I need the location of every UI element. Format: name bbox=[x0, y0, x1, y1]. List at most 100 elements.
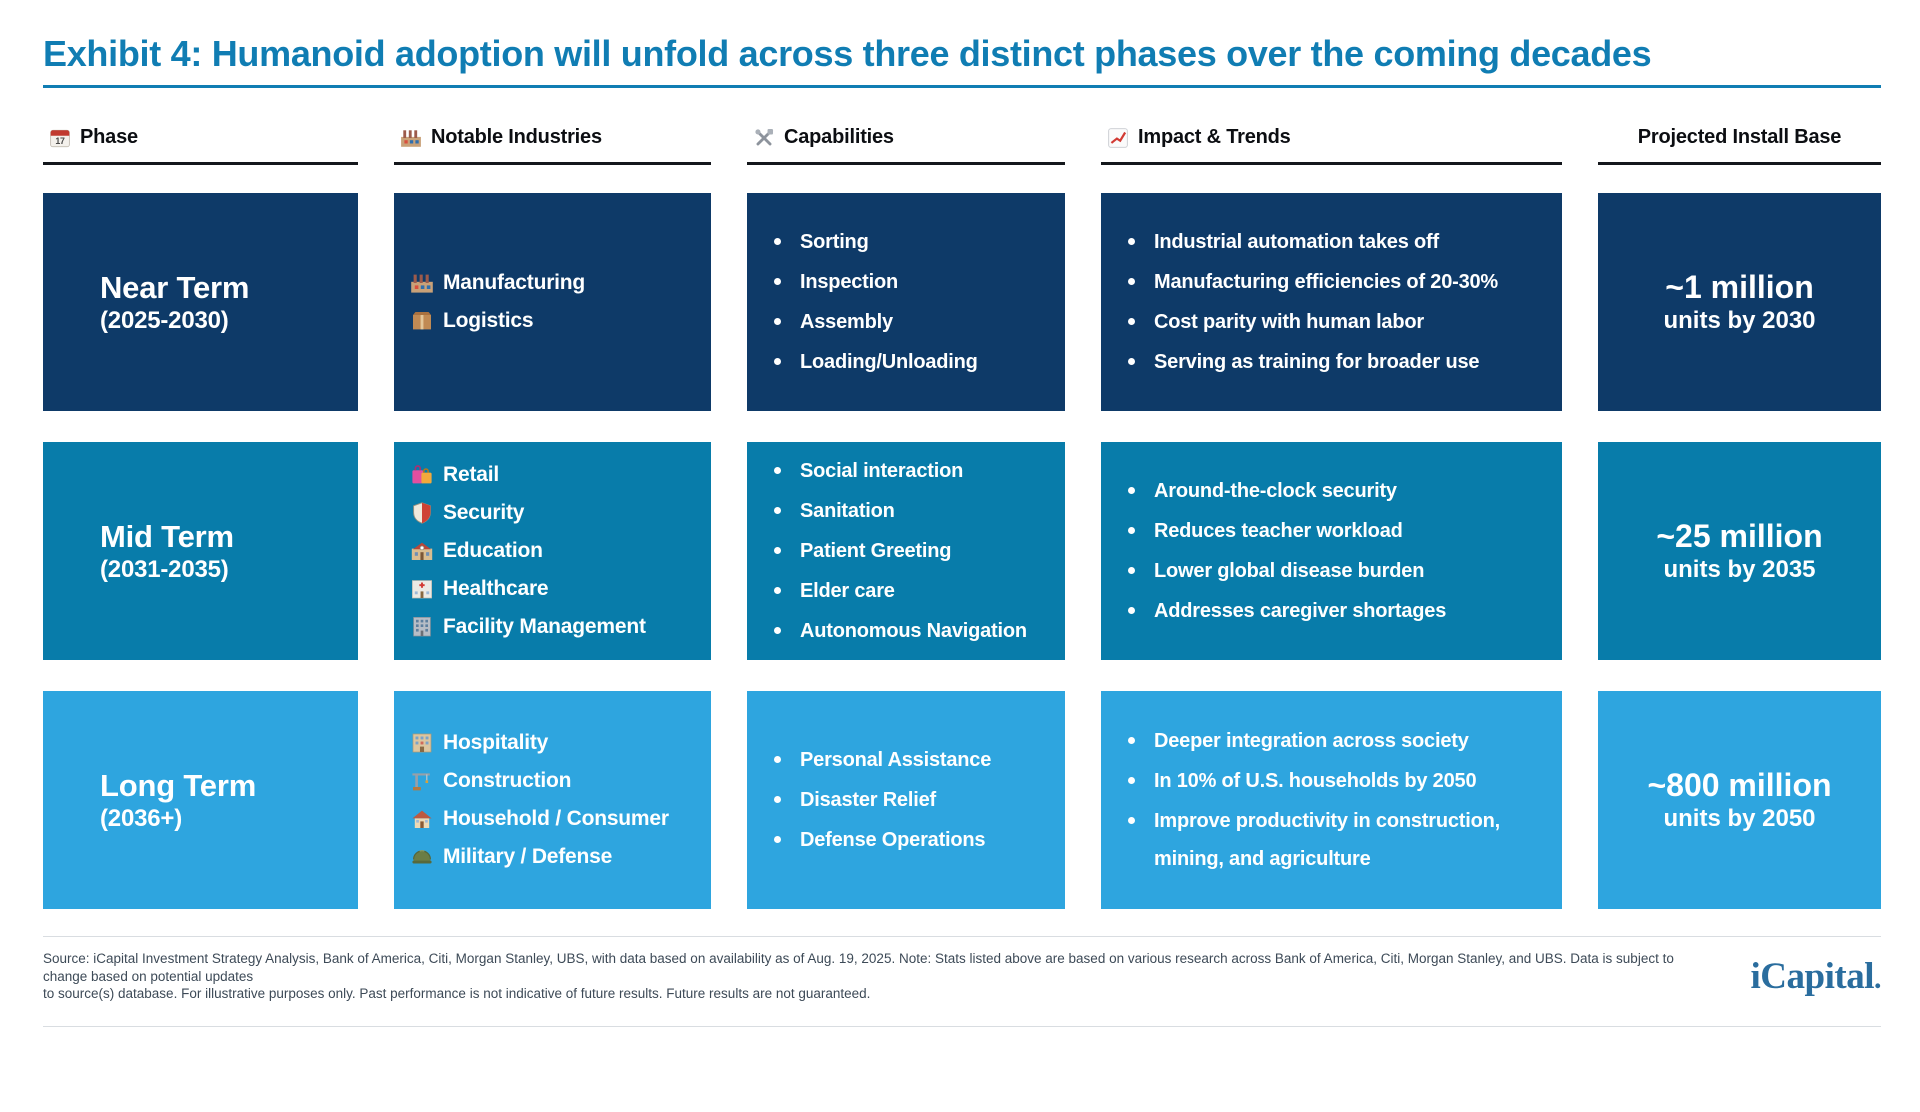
impact-item-text: Addresses caregiver shortages bbox=[1154, 592, 1446, 630]
bullet-icon bbox=[774, 238, 781, 245]
source-disclaimer: Source: iCapital Investment Strategy Ana… bbox=[43, 950, 1683, 1003]
capability-item: Personal Assistance bbox=[763, 741, 1061, 779]
bullet-line: Personal Assistance bbox=[800, 749, 992, 771]
capability-item-text: Disaster Relief bbox=[800, 781, 936, 819]
bullet-line: Inspection bbox=[800, 271, 899, 293]
bullet-icon bbox=[1128, 737, 1135, 744]
phase-name: Near Term bbox=[100, 269, 250, 305]
industry-item: Security bbox=[410, 494, 707, 532]
capability-item: Disaster Relief bbox=[763, 781, 1061, 819]
column-header-projected-install-base: Projected Install Base bbox=[1598, 126, 1881, 165]
bullet-line: Improve productivity in construction, bbox=[1154, 810, 1500, 832]
bullet-line: Cost parity with human labor bbox=[1154, 311, 1424, 333]
capabilities-cell-mid-term: Social interaction Sanitation Patient Gree… bbox=[747, 442, 1065, 660]
industry-label: Facility Management bbox=[443, 615, 646, 638]
install-value: ~25 million bbox=[1656, 518, 1823, 554]
capability-item: Sorting bbox=[763, 223, 1061, 261]
phase-years: (2036+) bbox=[100, 804, 182, 832]
industry-label: Logistics bbox=[443, 309, 534, 332]
column-header-label: Capabilities bbox=[784, 126, 894, 148]
bullet-line: Disaster Relief bbox=[800, 789, 936, 811]
industry-item: Household / Consumer bbox=[410, 800, 707, 838]
impact-cell-near-term: Industrial automation takes off Manufactu… bbox=[1101, 193, 1562, 411]
capability-item: Autonomous Navigation bbox=[763, 612, 1061, 650]
bullet-line: Elder care bbox=[800, 580, 895, 602]
svg-text:17: 17 bbox=[55, 136, 65, 146]
calendar-icon: 17 bbox=[49, 127, 71, 149]
install-base-cell-near-term: ~1 million units by 2030 bbox=[1598, 193, 1881, 411]
column-header-capabilities: Capabilities bbox=[747, 126, 1065, 165]
bullet-line: Around-the-clock security bbox=[1154, 480, 1397, 502]
install-base-cell-mid-term: ~25 million units by 2035 bbox=[1598, 442, 1881, 660]
impact-item: Cost parity with human labor bbox=[1117, 303, 1558, 341]
industry-item: Retail bbox=[410, 456, 707, 494]
icapital-logo-text: iCapital bbox=[1750, 955, 1875, 997]
impact-item: Industrial automation takes off bbox=[1117, 223, 1558, 261]
industry-label: Healthcare bbox=[443, 577, 549, 600]
bullet-icon bbox=[774, 467, 781, 474]
impact-item-text: Deeper integration across society bbox=[1154, 722, 1469, 760]
house-icon bbox=[410, 807, 434, 831]
capability-item: Defense Operations bbox=[763, 821, 1061, 859]
bullet-icon bbox=[1128, 487, 1135, 494]
industry-item: Construction bbox=[410, 762, 707, 800]
capability-item: Loading/Unloading bbox=[763, 343, 1061, 381]
impact-item-text: Cost parity with human labor bbox=[1154, 303, 1424, 341]
bullet-icon bbox=[774, 507, 781, 514]
bullet-icon bbox=[774, 587, 781, 594]
column-header-impact-trends: Impact & Trends bbox=[1101, 126, 1562, 165]
column-header-notable-industries: Notable Industries bbox=[394, 126, 711, 165]
impact-item-text: Reduces teacher workload bbox=[1154, 512, 1403, 550]
bags-icon bbox=[410, 463, 434, 487]
impact-item: Deeper integration across society bbox=[1117, 722, 1558, 760]
capability-item-text: Assembly bbox=[800, 303, 893, 341]
bullet-line: Industrial automation takes off bbox=[1154, 231, 1439, 253]
industries-cell-near-term: Manufacturing Logistics bbox=[394, 193, 711, 411]
bullet-line: Addresses caregiver shortages bbox=[1154, 600, 1447, 622]
impact-item-text: Manufacturing efficiencies of 20-30% bbox=[1154, 263, 1498, 301]
column-header-label: Notable Industries bbox=[431, 126, 602, 148]
install-base-cell-long-term: ~800 million units by 2050 bbox=[1598, 691, 1881, 909]
disclaimer-line-1: Source: iCapital Investment Strategy Ana… bbox=[43, 951, 1674, 984]
impact-item-text: Around-the-clock security bbox=[1154, 472, 1397, 510]
capabilities-cell-near-term: Sorting Inspection Assembly Loading/Unloadi… bbox=[747, 193, 1065, 411]
impact-item-text: Serving as training for broader use bbox=[1154, 343, 1480, 381]
bullet-icon bbox=[774, 756, 781, 763]
industry-label: Household / Consumer bbox=[443, 807, 669, 830]
impact-item: Lower global disease burden bbox=[1117, 552, 1558, 590]
phase-cell-mid-term: Mid Term (2031-2035) bbox=[43, 442, 358, 660]
bullet-icon bbox=[1128, 318, 1135, 325]
page-title: Exhibit 4: Humanoid adoption will unfold… bbox=[43, 33, 1652, 74]
bullet-line: Autonomous Navigation bbox=[800, 620, 1027, 642]
bullet-line: Patient Greeting bbox=[800, 540, 952, 562]
capability-item-text: Loading/Unloading bbox=[800, 343, 978, 381]
impact-item: Manufacturing efficiencies of 20-30% bbox=[1117, 263, 1558, 301]
column-header-label: Phase bbox=[80, 126, 138, 148]
industry-label: Construction bbox=[443, 769, 572, 792]
capability-item-text: Autonomous Navigation bbox=[800, 612, 1027, 650]
bullet-icon bbox=[774, 836, 781, 843]
phase-name: Mid Term bbox=[100, 518, 234, 554]
capability-item: Assembly bbox=[763, 303, 1061, 341]
industry-label: Hospitality bbox=[443, 731, 549, 754]
shield-icon bbox=[410, 501, 434, 525]
capability-item-text: Personal Assistance bbox=[800, 741, 991, 779]
column-header-label: Projected Install Base bbox=[1637, 126, 1842, 148]
capability-item: Inspection bbox=[763, 263, 1061, 301]
bullet-line: Lower global disease burden bbox=[1154, 560, 1425, 582]
industry-label: Retail bbox=[443, 463, 499, 486]
capability-item-text: Sanitation bbox=[800, 492, 895, 530]
hotel-icon bbox=[410, 731, 434, 755]
capability-item: Social interaction bbox=[763, 452, 1061, 490]
install-caption: units by 2030 bbox=[1663, 307, 1816, 334]
title-rule bbox=[43, 85, 1881, 88]
bullet-line: Social interaction bbox=[800, 460, 964, 482]
footer: Source: iCapital Investment Strategy Ana… bbox=[43, 950, 1882, 1003]
exhibit-page: Exhibit 4: Humanoid adoption will unfold… bbox=[0, 32, 1920, 1112]
phases-table: Near Term (2025-2030) Manufacturing Logisti… bbox=[43, 193, 1881, 909]
bullet-line: Defense Operations bbox=[800, 829, 986, 851]
disclaimer-line-2: to source(s) database. For illustrative … bbox=[43, 986, 871, 1001]
capability-item-text: Defense Operations bbox=[800, 821, 986, 859]
industry-item: Healthcare bbox=[410, 570, 707, 608]
impact-item-text: In 10% of U.S. households by 2050 bbox=[1154, 762, 1477, 800]
